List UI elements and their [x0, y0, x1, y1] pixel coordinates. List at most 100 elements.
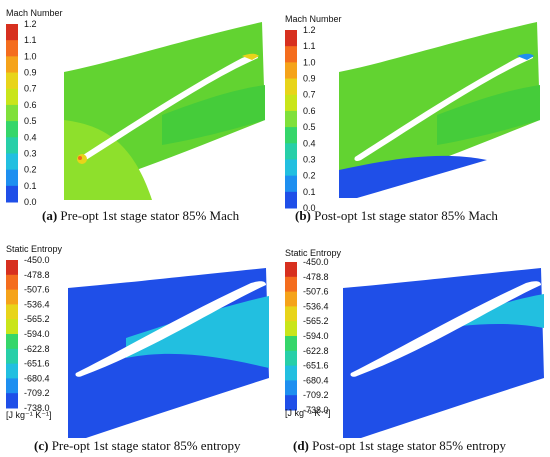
legend-title: Mach Number	[6, 8, 63, 18]
colorbar-tick-label: 0.9	[24, 68, 37, 78]
wake-region	[437, 85, 540, 145]
colorbar-tick-label: -651.6	[303, 361, 329, 371]
colorbar-tick-label: 1.1	[24, 35, 37, 45]
legend-unit: [J kg⁻¹ K⁻¹]	[285, 408, 331, 418]
legend-unit: [J kg⁻¹ K⁻¹]	[6, 410, 52, 420]
caption-letter: (b)	[295, 208, 311, 223]
colorbar-swatch	[6, 334, 18, 350]
colorbar-tick-label: -651.6	[24, 359, 50, 369]
low-speed-region	[64, 120, 152, 200]
panel-caption: (c) Pre-opt 1st stage stator 85% entropy	[34, 438, 241, 454]
panel-b: Mach Number 1.2 1.1 1.0 0.9 0.7 0.6 0.5 0.4 0.3 0…	[275, 0, 550, 228]
wake-region	[126, 296, 269, 368]
legend-colorbar: 1.2 1.1 1.0 0.9 0.7 0.6 0.5 0.4 0.3 0.2 0.1 0.0	[6, 20, 37, 207]
colorbar-tick-label: 1.1	[303, 41, 316, 51]
colorbar-swatch	[285, 306, 297, 322]
contour-plot	[343, 268, 544, 438]
colorbar-swatch	[6, 185, 18, 203]
colorbar-tick-label: 0.4	[24, 132, 37, 142]
blade	[350, 281, 541, 377]
colorbar-tick-label: 1.2	[24, 20, 37, 29]
colorbar-swatch	[285, 276, 297, 293]
colorbar-tick-label: 0.6	[24, 100, 37, 110]
colorbar-swatch	[6, 378, 18, 394]
colorbar-tick-label: -738.0	[24, 403, 50, 413]
colorbar-swatch	[6, 24, 18, 41]
colorbar-swatch	[285, 30, 297, 47]
colorbar-swatches	[285, 30, 297, 209]
colorbar-swatch	[6, 319, 18, 335]
panel-caption: (b) Post-opt 1st stage stator 85% Mach	[295, 208, 498, 224]
colorbar-ticks: -450.0 -478.8 -507.6 -536.4 -565.2 -594.0 -622…	[303, 258, 329, 415]
colorbar-swatch	[6, 72, 18, 90]
colorbar-swatch	[285, 365, 297, 381]
colorbar-tick-label: 0.2	[24, 165, 37, 175]
colorbar-swatch	[285, 62, 297, 80]
colorbar-swatch	[285, 291, 297, 307]
colorbar-tick-label: -536.4	[24, 299, 50, 309]
colorbar-swatch	[285, 350, 297, 367]
legend-title: Static Entropy	[285, 248, 342, 258]
panel-d: Static Entropy -450.0 -478.8 -507.6 -536.4-…	[275, 228, 550, 456]
wake-region	[162, 85, 265, 145]
contour-plot	[68, 268, 269, 438]
colorbar-tick-label: -709.2	[303, 390, 329, 400]
colorbar-swatch	[285, 175, 297, 193]
colorbar-tick-label: 0.3	[303, 154, 316, 164]
colorbar-swatch	[6, 363, 18, 379]
colorbar-tick-label: 1.2	[303, 26, 316, 35]
colorbar-tick-label: 0.7	[303, 90, 316, 100]
colorbar-ticks: 1.2 1.1 1.0 0.9 0.7 0.6 0.5 0.4 0.3 0.2 0.1 0.0	[303, 26, 316, 213]
colorbar-tick-label: 0.9	[303, 74, 316, 84]
colorbar-swatch	[285, 380, 297, 396]
colorbar-swatch	[6, 88, 18, 106]
wake-region	[461, 294, 544, 328]
colorbar-swatch	[6, 104, 18, 122]
colorbar-swatches	[6, 24, 18, 203]
colorbar-tick-label: -738.0	[303, 405, 329, 415]
trailing-edge-mark	[517, 53, 534, 60]
colorbar-swatch	[285, 143, 297, 160]
blade	[79, 55, 259, 161]
panel-c: Static Entropy -450.0 -478.8 -507.6 -536.4-…	[0, 228, 275, 456]
colorbar-swatch	[285, 127, 297, 144]
colorbar-tick-label: 1.0	[24, 51, 37, 61]
panel-caption: (d) Post-opt 1st stage stator 85% entrop…	[293, 438, 506, 454]
colorbar-swatch	[6, 137, 18, 154]
caption-letter: (d)	[293, 438, 309, 453]
colorbar-swatch	[6, 40, 18, 57]
stagnation-core	[78, 156, 82, 160]
blade	[354, 55, 533, 161]
colorbar-ticks: 1.2 1.1 1.0 0.9 0.7 0.6 0.5 0.4 0.3 0.2 0.1 0.0	[24, 20, 37, 207]
colorbar-swatch	[285, 110, 297, 128]
blade	[75, 281, 267, 377]
panel-a: Mach Number 1.2 1.1 1.0 0.9 0.7 0.6 0.5 0.4 0.3 0…	[0, 0, 275, 228]
colorbar-tick-label: -565.2	[303, 316, 329, 326]
colorbar-tick-label: -507.6	[24, 285, 50, 295]
colorbar-swatch	[285, 94, 297, 112]
caption-letter: (c)	[34, 438, 49, 453]
colorbar-swatch	[285, 46, 297, 63]
colorbar-tick-label: -507.6	[303, 287, 329, 297]
colorbar-ticks: -450.0 -478.8 -507.6 -536.4 -565.2 -594.0 -622…	[24, 256, 50, 413]
colorbar-tick-label: -680.4	[303, 375, 329, 385]
colorbar-swatch	[6, 121, 18, 138]
colorbar-tick-label: 0.0	[303, 203, 316, 213]
colorbar-tick-label: -622.8	[24, 344, 50, 354]
colorbar-swatch	[285, 262, 297, 278]
colorbar-swatches	[285, 262, 297, 411]
colorbar-swatch	[285, 159, 297, 177]
colorbar-swatch	[285, 191, 297, 209]
colorbar-tick-label: 0.7	[24, 84, 37, 94]
colorbar-tick-label: 0.2	[303, 171, 316, 181]
colorbar-tick-label: 0.6	[303, 106, 316, 116]
colorbar-tick-label: -565.2	[24, 314, 50, 324]
colorbar-swatch	[285, 395, 297, 411]
colorbar-swatch	[6, 153, 18, 171]
colorbar-tick-label: -709.2	[24, 388, 50, 398]
caption-letter: (a)	[42, 208, 58, 223]
caption-text: Post-opt 1st stage stator 85% entropy	[308, 438, 507, 453]
colorbar-swatch	[6, 348, 18, 365]
colorbar-tick-label: -478.8	[24, 270, 50, 280]
colorbar-swatch	[6, 56, 18, 74]
